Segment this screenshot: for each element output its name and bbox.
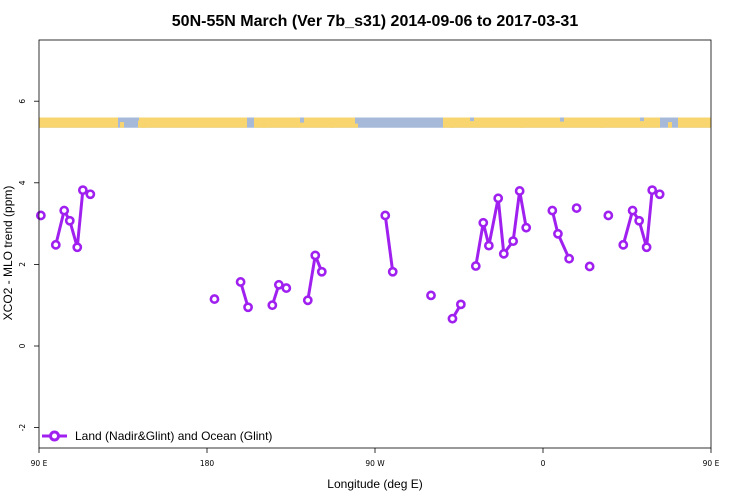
data-point bbox=[426, 290, 436, 301]
data-point bbox=[514, 186, 525, 196]
data-point bbox=[387, 266, 398, 277]
band-coast-detail bbox=[355, 117, 359, 124]
series-line bbox=[306, 253, 324, 301]
data-point bbox=[77, 185, 88, 196]
data-point bbox=[267, 300, 278, 311]
data-point bbox=[483, 240, 494, 251]
band-coast-detail bbox=[450, 122, 454, 128]
data-point bbox=[498, 248, 509, 259]
band-coast-detail bbox=[120, 122, 124, 128]
data-point bbox=[310, 250, 321, 261]
data-point bbox=[50, 239, 61, 250]
band-land bbox=[443, 117, 660, 128]
data-point bbox=[553, 228, 563, 239]
band-coast-detail bbox=[135, 117, 139, 121]
legend-entry-label: Land (Nadir&Glint) and Ocean (Glint) bbox=[75, 429, 272, 443]
x-tick-label: 90 E bbox=[31, 459, 48, 468]
data-point bbox=[478, 217, 489, 228]
band-coast-detail bbox=[250, 117, 254, 123]
band-land bbox=[138, 117, 247, 128]
data-point bbox=[85, 189, 96, 200]
y-axis-label: XCO2 - MLO trend (ppm) bbox=[1, 186, 15, 321]
data-point bbox=[72, 242, 83, 253]
data-point bbox=[641, 242, 652, 253]
band-coast-detail bbox=[470, 117, 474, 122]
data-point bbox=[654, 189, 665, 200]
chart-title: 50N-55N March (Ver 7b_s31) 2014-09-06 to… bbox=[172, 13, 579, 30]
band-coast-detail bbox=[300, 117, 304, 123]
data-point bbox=[627, 205, 638, 216]
data-point bbox=[209, 294, 220, 304]
data-point bbox=[316, 266, 327, 277]
data-point bbox=[455, 299, 466, 310]
band-ocean bbox=[39, 117, 711, 128]
data-point bbox=[571, 203, 582, 213]
y-tick-label: 0 bbox=[18, 343, 27, 348]
data-point bbox=[243, 302, 253, 313]
data-point bbox=[618, 239, 629, 250]
data-point bbox=[647, 185, 658, 196]
band-land bbox=[254, 117, 358, 128]
x-tick-label: 90 E bbox=[703, 459, 720, 468]
data-point bbox=[281, 283, 292, 293]
data-point bbox=[59, 205, 70, 216]
band-coast-detail bbox=[262, 124, 266, 128]
band-coast-detail bbox=[330, 123, 334, 128]
y-tick-label: 2 bbox=[18, 262, 27, 267]
data-point bbox=[35, 210, 46, 221]
y-tick-label: -2 bbox=[18, 424, 27, 432]
data-point bbox=[584, 261, 595, 272]
data-point bbox=[64, 215, 75, 226]
y-tick-label: 4 bbox=[18, 180, 27, 185]
x-tick-label: 90 W bbox=[365, 459, 385, 468]
legend-marker-swatch bbox=[49, 430, 60, 442]
band-coast-detail bbox=[142, 120, 146, 128]
series-line bbox=[383, 215, 395, 272]
data-point bbox=[493, 193, 504, 204]
band-coast-detail bbox=[668, 122, 672, 128]
axes: 90 E 180 90 W 0 90 E -2 0 2 4 6 bbox=[18, 99, 720, 468]
data-point bbox=[603, 210, 614, 221]
band-coast-detail bbox=[600, 122, 604, 128]
plot-frame bbox=[38, 39, 712, 449]
land-ocean-band bbox=[39, 117, 711, 128]
x-axis-label: Longitude (deg E) bbox=[327, 477, 422, 491]
data-point bbox=[302, 295, 313, 306]
data-point bbox=[447, 313, 458, 324]
data-point bbox=[547, 205, 558, 216]
x-tick-label: 0 bbox=[541, 459, 546, 468]
series-layer bbox=[35, 185, 665, 324]
data-point bbox=[235, 277, 246, 287]
band-coast-detail bbox=[560, 117, 564, 122]
legend: Land (Nadir&Glint) and Ocean (Glint) bbox=[42, 429, 272, 443]
data-point bbox=[380, 210, 391, 221]
band-land bbox=[39, 117, 118, 128]
band-coast-detail bbox=[640, 117, 644, 122]
y-tick-label: 6 bbox=[18, 99, 27, 104]
x-tick-label: 180 bbox=[200, 459, 215, 468]
band-land bbox=[678, 117, 711, 128]
data-point bbox=[273, 279, 284, 290]
data-point bbox=[564, 253, 575, 264]
data-point bbox=[508, 236, 519, 247]
data-point bbox=[634, 215, 645, 226]
data-point bbox=[521, 222, 532, 233]
data-point bbox=[470, 261, 481, 271]
band-coast-detail bbox=[520, 123, 524, 128]
